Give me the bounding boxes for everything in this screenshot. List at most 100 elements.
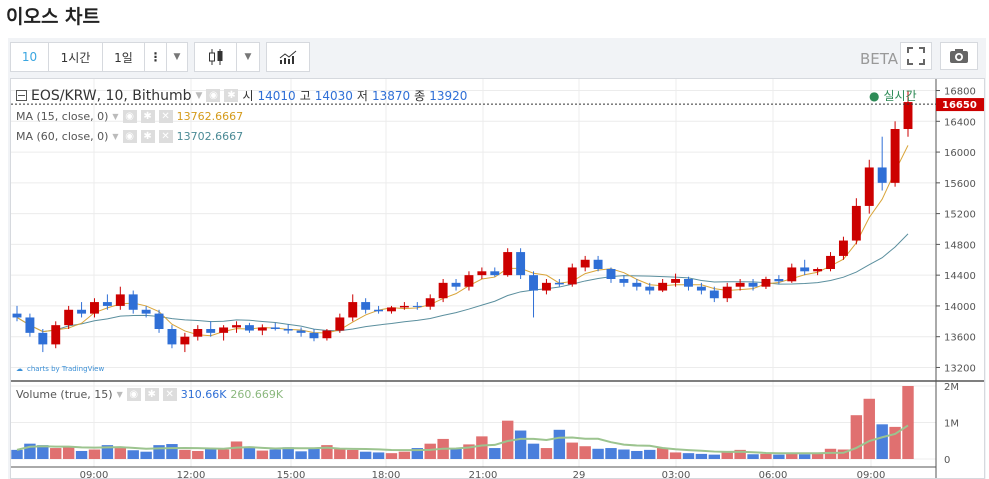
chevron-down-icon[interactable]: ▼ xyxy=(173,52,181,62)
candle-body xyxy=(761,279,771,287)
candle-body xyxy=(696,286,706,291)
candle-body xyxy=(361,302,371,310)
candle-body xyxy=(529,275,538,291)
chevron-down-icon[interactable]: ▼ xyxy=(112,132,119,141)
candle-body xyxy=(154,313,164,329)
chevron-down-icon[interactable]: ▼ xyxy=(116,390,123,399)
close-icon[interactable]: ✕ xyxy=(162,388,177,401)
volume-bar xyxy=(62,446,75,459)
price-tick-label: 16400 xyxy=(944,117,976,128)
price-chart[interactable]: 13200 13600 14000 14400 14800 15200 15600 16000… xyxy=(10,78,985,479)
candle-body xyxy=(787,267,797,282)
volume-bar xyxy=(295,451,307,459)
interval-1day-button[interactable]: 1일 xyxy=(103,43,145,71)
candle-body xyxy=(735,282,745,287)
candle-body xyxy=(309,332,319,339)
volume-bar xyxy=(902,386,914,459)
volume-bar xyxy=(114,448,127,459)
chart-canvas[interactable]: 13200 13600 14000 14400 14800 15200 15600 16000… xyxy=(11,79,985,479)
chevron-down-icon[interactable]: ▼ xyxy=(195,90,203,101)
volume-bar xyxy=(269,449,281,459)
fullscreen-icon[interactable] xyxy=(900,42,932,70)
interval-10min-button[interactable]: 10 xyxy=(11,43,49,71)
symbol-name[interactable]: EOS/KRW, 10, Bithumb xyxy=(31,87,192,104)
candle-body xyxy=(283,329,293,331)
candle-body xyxy=(774,279,784,282)
candle-body xyxy=(387,307,396,312)
candle-body xyxy=(490,271,500,276)
tradingview-branding[interactable]: ☁ charts by TradingView xyxy=(16,365,104,373)
ohlc-value-high: 14030 xyxy=(314,88,353,103)
interval-1hour-button[interactable]: 1시간 xyxy=(49,43,103,71)
gear-icon[interactable]: ✱ xyxy=(144,388,159,401)
candle-body xyxy=(580,259,590,268)
candle-body xyxy=(232,325,241,328)
volume-bar xyxy=(204,448,217,459)
candle-body xyxy=(503,252,513,276)
volume-bar xyxy=(747,454,759,459)
realtime-label: 실시간 xyxy=(883,89,917,103)
volume-bar xyxy=(514,430,527,459)
candle-body xyxy=(102,302,112,306)
volume-label[interactable]: Volume (true, 15) xyxy=(16,388,113,401)
ohlc-value-close: 13920 xyxy=(429,88,468,103)
volume-bar xyxy=(256,450,269,459)
candle-body xyxy=(90,302,99,314)
eye-icon[interactable]: ◉ xyxy=(122,110,137,123)
close-icon[interactable]: ✕ xyxy=(158,130,173,143)
time-tick-label: 15:00 xyxy=(277,470,306,479)
eye-icon[interactable]: ◉ xyxy=(206,89,221,102)
volume-bar xyxy=(540,448,553,459)
volume-bar xyxy=(656,448,669,459)
ma15-legend: MA (15, close, 0) ▼ ◉ ✱ ✕ 13762.6667 xyxy=(16,110,243,123)
collapse-icon[interactable] xyxy=(16,90,27,101)
chevron-down-icon[interactable]: ▼ xyxy=(112,112,119,121)
ohlc-label-high: 고 xyxy=(299,89,311,103)
time-tick-label: 29 xyxy=(573,470,586,479)
candle-body xyxy=(180,336,190,345)
candle-body xyxy=(619,279,629,283)
candle-body xyxy=(25,317,35,333)
volume-bar xyxy=(424,443,436,459)
cloud-icon: ☁ xyxy=(16,365,23,373)
candle-body xyxy=(864,167,874,206)
gear-icon[interactable]: ✱ xyxy=(140,110,155,123)
eye-icon[interactable]: ◉ xyxy=(126,388,141,401)
volume-bar xyxy=(101,445,114,459)
eye-icon[interactable]: ◉ xyxy=(122,130,137,143)
chevron-down-icon[interactable]: ▼ xyxy=(244,52,252,62)
volume-bar xyxy=(230,441,243,459)
volume-bar xyxy=(811,453,824,459)
candle-body xyxy=(115,294,125,306)
volume-bar xyxy=(553,429,566,459)
price-tick-label: 13600 xyxy=(944,333,976,344)
volume-bar xyxy=(618,449,630,459)
volume-ma-value: 260.669K xyxy=(230,388,284,401)
close-icon[interactable]: ✕ xyxy=(158,110,173,123)
last-price-badge xyxy=(936,98,984,112)
volume-bar xyxy=(489,448,501,459)
indicators-icon[interactable] xyxy=(267,43,309,71)
candle-body xyxy=(645,286,655,291)
candlestick-type-icon[interactable] xyxy=(195,43,237,71)
volume-bar xyxy=(217,449,230,459)
candle-body xyxy=(219,327,229,333)
more-intervals-icon[interactable]: ⋮ xyxy=(145,43,167,71)
volume-bar xyxy=(708,454,721,459)
volume-bar xyxy=(179,449,191,459)
ma15-label[interactable]: MA (15, close, 0) xyxy=(16,110,109,123)
candle-body xyxy=(193,329,203,337)
candle-body xyxy=(877,167,887,183)
camera-icon[interactable] xyxy=(940,42,978,70)
volume-bar xyxy=(734,449,746,459)
volume-bar xyxy=(786,453,798,459)
volume-bar xyxy=(37,445,49,459)
price-tick-label: 14800 xyxy=(944,240,976,251)
ma60-label[interactable]: MA (60, close, 0) xyxy=(16,130,109,143)
gear-icon[interactable]: ✱ xyxy=(224,89,239,102)
volume-bar xyxy=(24,443,36,459)
volume-bar xyxy=(334,448,346,459)
gear-icon[interactable]: ✱ xyxy=(140,130,155,143)
ohlc-value-open: 14010 xyxy=(257,88,296,103)
volume-bar xyxy=(566,442,578,459)
